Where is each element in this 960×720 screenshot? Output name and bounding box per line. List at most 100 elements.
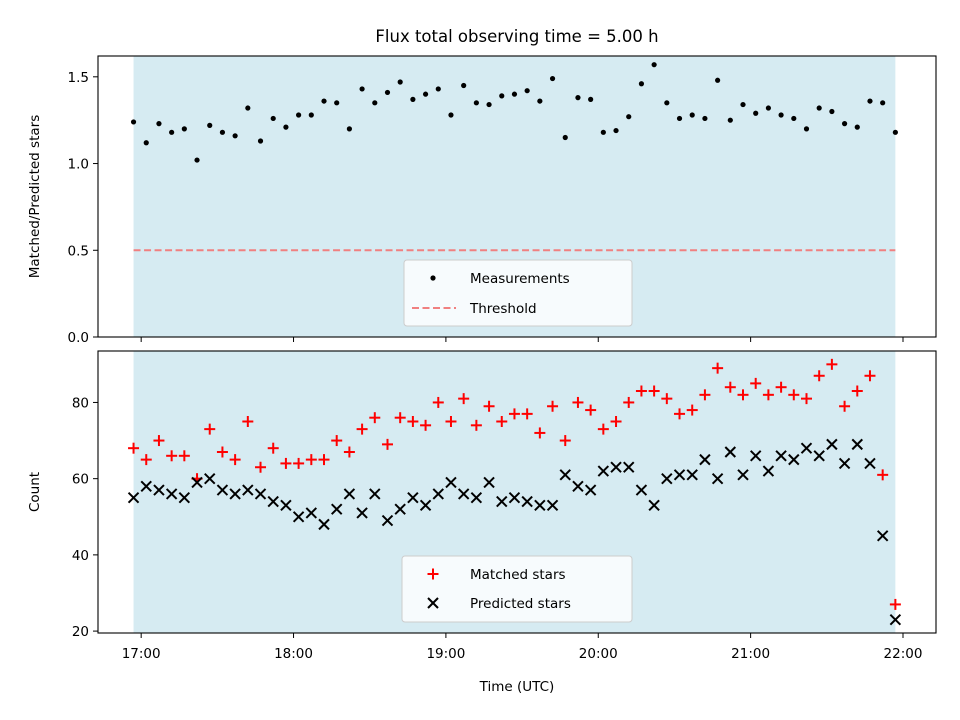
predicted-marker-b (711, 472, 724, 485)
bottom-predicted-points (127, 438, 902, 626)
measurement-point (613, 127, 619, 134)
legend-plus-glyph (427, 568, 439, 580)
legend-matched-label: Matched stars (470, 567, 566, 583)
xtick-label: 21:00 (731, 646, 770, 662)
predicted-marker-b (140, 480, 152, 492)
predicted-marker-b (876, 530, 889, 542)
predicted-star-point (826, 438, 838, 451)
matched-star-point (712, 362, 724, 374)
measurement-point (829, 108, 835, 115)
predicted-star-point (153, 484, 165, 496)
measurement-point (511, 91, 518, 97)
predicted-marker-b (762, 465, 775, 477)
matched-star-point (508, 408, 520, 420)
measurement-point (270, 115, 276, 122)
measurement-point (689, 112, 695, 118)
measurement-point (143, 140, 149, 146)
predicted-star-point (775, 450, 787, 462)
measurement-point (461, 82, 467, 89)
matched-star-point (280, 457, 292, 469)
measurement-point (397, 79, 403, 85)
matched-star-point (267, 442, 279, 454)
predicted-marker-b (267, 495, 279, 508)
measurement-point (232, 133, 238, 139)
matched-star-point (394, 412, 406, 424)
predicted-marker-b (191, 476, 203, 489)
measurement-point (384, 89, 391, 96)
legend-matched-marker (427, 568, 439, 580)
predicted-marker-b (216, 484, 229, 496)
predicted-marker-b (889, 613, 902, 626)
matched-star-point (293, 457, 305, 469)
bottom-matched-points (128, 358, 901, 610)
predicted-marker-b (813, 450, 825, 462)
measurement-point (626, 114, 632, 120)
predicted-star-point (762, 465, 775, 477)
measurement-point (448, 112, 454, 118)
matched-star-point (470, 419, 482, 431)
matched-star-point (204, 423, 216, 435)
predicted-star-point (318, 518, 330, 531)
measurement-point (816, 105, 822, 111)
predicted-marker-b (254, 488, 267, 500)
measurement-point (702, 115, 708, 122)
xtick-label: 22:00 (884, 646, 923, 662)
matched-star-point (547, 400, 559, 412)
matched-star-point (432, 396, 444, 408)
predicted-star-point (178, 492, 191, 504)
predicted-marker-b (648, 499, 660, 512)
measurement-point (194, 157, 200, 163)
predicted-marker-b (419, 499, 432, 512)
predicted-marker-b (204, 472, 216, 485)
predicted-star-point (330, 503, 343, 515)
top-ytick-label: 1.5 (68, 70, 89, 86)
predicted-star-point (889, 613, 902, 626)
predicted-marker-b (749, 450, 762, 462)
top-axes-frame (97, 55, 937, 338)
predicted-star-point (546, 499, 559, 512)
predicted-star-point (343, 488, 356, 500)
matched-star-point (724, 381, 736, 393)
predicted-star-point (445, 476, 457, 489)
predicted-marker-b (127, 492, 140, 504)
predicted-star-point (559, 469, 571, 481)
predicted-star-point (470, 492, 483, 504)
predicted-marker-b (427, 597, 439, 609)
matched-star-point (775, 381, 787, 393)
predicted-marker-b (432, 488, 444, 500)
measurement-point (156, 121, 162, 127)
measurement-point (803, 126, 810, 132)
matched-star-point (496, 416, 508, 427)
matched-star-point (750, 377, 762, 389)
predicted-marker-b (635, 484, 648, 496)
bottom-ytick-label: 80 (72, 395, 89, 411)
matched-star-point (369, 412, 381, 424)
predicted-star-point (813, 450, 825, 462)
matched-star-point (140, 454, 152, 466)
matched-star-point (483, 400, 495, 412)
matched-star-point (661, 393, 673, 405)
measurement-point (207, 122, 213, 128)
matched-star-point (534, 427, 546, 439)
matched-star-point (343, 446, 355, 458)
legend-threshold-label: Threshold (469, 301, 537, 317)
predicted-star-point (724, 446, 737, 458)
predicted-star-point (267, 495, 279, 508)
predicted-star-point (584, 484, 597, 496)
measurement-point (524, 88, 530, 94)
measurement-point (867, 98, 873, 104)
legend-predicted-label: Predicted stars (470, 596, 571, 612)
predicted-marker-b (242, 484, 254, 496)
measurement-point (841, 121, 848, 127)
matched-star-point (699, 389, 711, 401)
measurement-point (321, 98, 327, 104)
predicted-star-point (788, 453, 800, 466)
measurement-point (600, 129, 606, 135)
predicted-marker-b (445, 476, 457, 489)
predicted-marker-b (457, 488, 470, 500)
matched-star-point (356, 423, 368, 435)
predicted-star-point (229, 488, 241, 500)
predicted-marker-b (838, 457, 851, 470)
predicted-marker-b (572, 480, 584, 492)
